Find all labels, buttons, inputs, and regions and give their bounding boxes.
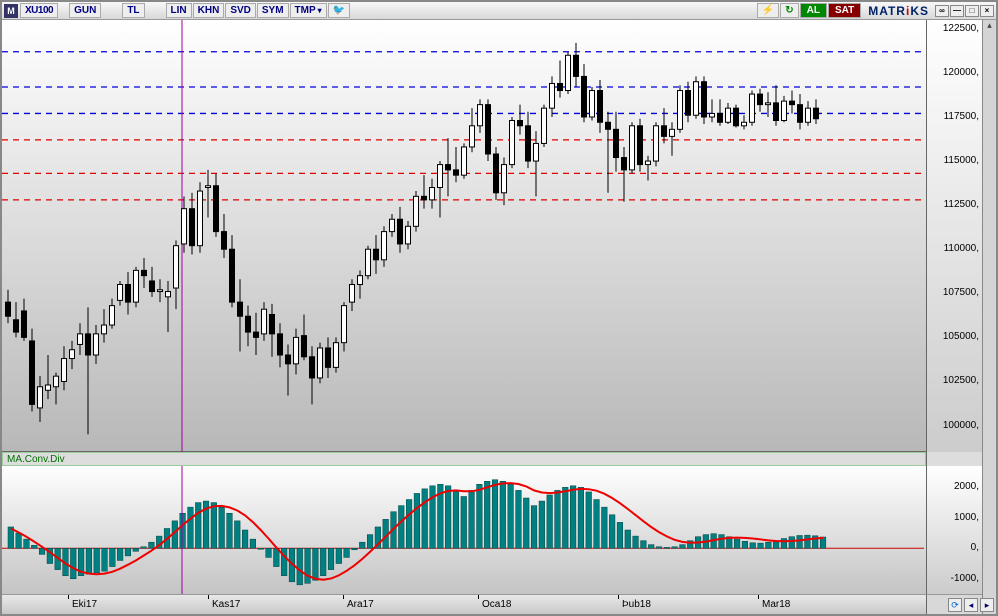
- macd-ytick: -1000,: [951, 573, 979, 584]
- price-ytick: 105000,: [943, 331, 979, 342]
- price-ytick: 112500,: [944, 199, 979, 210]
- x-tick-label: Oca18: [482, 599, 511, 610]
- x-tick-label: Ara17: [347, 599, 374, 610]
- price-ytick: 107500,: [943, 287, 979, 298]
- macd-ytick: 2000,: [954, 481, 979, 492]
- chart-area: MA.Conv.Div Eki17 Kas17 Ara17 Oca18 Þub18 Mar…: [2, 20, 996, 614]
- price-panel[interactable]: [2, 20, 926, 452]
- scroll-right-icon[interactable]: ▸: [980, 598, 994, 612]
- price-y-axis: 100000, 102500, 105000, 107500, 110000, 11250…: [926, 20, 982, 452]
- x-tick-label: Eki17: [72, 599, 97, 610]
- x-tick-label: Mar18: [762, 599, 790, 610]
- footer-controls: ⟳ ◂ ▸: [948, 598, 994, 612]
- tb-gun[interactable]: GUN: [69, 3, 101, 18]
- brand-label: MATRiKS: [868, 4, 929, 18]
- macd-ytick: 1000,: [954, 512, 979, 523]
- macd-panel[interactable]: [2, 466, 926, 594]
- tb-tmp-dropdown[interactable]: TMP: [290, 3, 327, 18]
- window-close-icon[interactable]: ×: [980, 5, 994, 17]
- scroll-up-icon[interactable]: ▴: [987, 20, 992, 31]
- price-ytick: 100000,: [943, 420, 979, 431]
- toolbar: M XU100 GUN TL LIN KHN SVD SYM TMP 🐦 ⚡ ↻…: [2, 2, 996, 20]
- price-ytick: 117500,: [944, 111, 979, 122]
- tb-tl[interactable]: TL: [122, 3, 144, 18]
- macd-y-axis: -1000, 0, 1000, 2000,: [926, 466, 982, 594]
- price-ytick: 110000,: [944, 243, 979, 254]
- price-ytick: 115000,: [944, 155, 979, 166]
- indicator-header[interactable]: MA.Conv.Div: [2, 452, 926, 466]
- footer-refresh-icon[interactable]: ⟳: [948, 598, 962, 612]
- x-tick-label: Kas17: [212, 599, 240, 610]
- chart-window: M XU100 GUN TL LIN KHN SVD SYM TMP 🐦 ⚡ ↻…: [0, 0, 998, 616]
- x-tick-label: Þub18: [622, 599, 651, 610]
- vertical-scrollbar[interactable]: ▴ ▾: [982, 20, 996, 614]
- window-min-icon[interactable]: —: [950, 5, 964, 17]
- tb-khn[interactable]: KHN: [193, 3, 225, 18]
- x-axis: Eki17 Kas17 Ara17 Oca18 Þub18 Mar18: [2, 594, 926, 614]
- indicator-label: MA.Conv.Div: [7, 454, 65, 465]
- twitter-icon[interactable]: 🐦: [328, 3, 350, 18]
- tb-sym[interactable]: SYM: [257, 3, 289, 18]
- tb-svd[interactable]: SVD: [225, 3, 256, 18]
- window-controls: ∞ — □ ×: [935, 5, 994, 17]
- tb-lin[interactable]: LIN: [166, 3, 192, 18]
- flash-icon[interactable]: ⚡: [757, 3, 779, 18]
- price-ytick: 120000,: [943, 67, 979, 78]
- price-chart-svg: [2, 20, 924, 452]
- scroll-left-icon[interactable]: ◂: [964, 598, 978, 612]
- app-logo-icon: M: [4, 4, 18, 18]
- buy-button[interactable]: AL: [800, 3, 827, 18]
- refresh-icon[interactable]: ↻: [780, 3, 798, 18]
- macd-ytick: 0,: [971, 542, 979, 553]
- price-ytick: 102500,: [943, 375, 979, 386]
- macd-chart-svg: [2, 466, 924, 594]
- window-max-icon[interactable]: □: [965, 5, 979, 17]
- sell-button[interactable]: SAT: [828, 3, 861, 18]
- window-min-icon[interactable]: ∞: [935, 5, 949, 17]
- price-ytick: 122500,: [943, 23, 979, 34]
- symbol-selector[interactable]: XU100: [20, 3, 58, 18]
